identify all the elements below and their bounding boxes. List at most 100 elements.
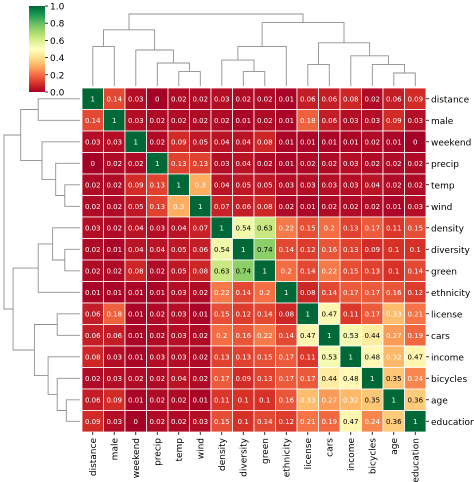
cell-value-label: 0.02	[171, 396, 187, 404]
cell-value-label: 0.16	[386, 289, 402, 297]
cell-value-label: 0.01	[192, 396, 208, 404]
cell-value-label: 0.32	[386, 353, 402, 361]
cell-value-label: 1	[306, 310, 310, 318]
cell-value-label: 0.04	[364, 181, 380, 189]
cell-value-label: 0.01	[106, 289, 122, 297]
colorbar: 0.0 0.2 0.4 0.6 0.8 1.0	[29, 3, 65, 99]
cell-value-label: 0.15	[214, 310, 230, 318]
dendrogram-link	[37, 243, 80, 293]
cell-value-label: 0.47	[321, 310, 337, 318]
dendrogram-link	[41, 141, 80, 180]
cell-value-label: 0.13	[257, 375, 273, 383]
cell-value-label: 0.03	[407, 117, 423, 125]
cell-value-label: 0.03	[343, 160, 359, 168]
cell-value-label: 0.14	[106, 95, 122, 103]
cell-value-label: 1	[112, 117, 116, 125]
cell-value-label: 0.2	[216, 332, 227, 340]
row-label: wind	[431, 203, 452, 213]
row-label: diversity	[431, 246, 470, 256]
column-label: temp	[175, 438, 185, 462]
cell-value-label: 0.02	[257, 117, 273, 125]
cell-value-label: 0.18	[106, 310, 122, 318]
cell-value-label: 0.05	[128, 203, 144, 211]
cell-value-label: 0.13	[343, 246, 359, 254]
cell-value-label: 0.04	[171, 375, 187, 383]
cell-value-label: 0.07	[192, 224, 208, 232]
cell-value-label: 0	[413, 138, 417, 146]
cell-value-label: 0.03	[300, 181, 316, 189]
dendrogram-link	[307, 63, 330, 86]
column-dendrogram	[92, 13, 416, 86]
column-label: density	[218, 437, 228, 471]
cell-value-label: 0.22	[278, 224, 294, 232]
cell-value-label: 0.02	[171, 95, 187, 103]
dendrogram-link	[52, 227, 80, 261]
cell-value-label: 0.17	[364, 289, 380, 297]
cell-value-label: 1	[241, 246, 245, 254]
cell-value-label: 0.06	[321, 117, 337, 125]
cell-value-label: 0.2	[259, 289, 270, 297]
dendrogram-link	[350, 55, 389, 86]
dendrogram-link	[371, 63, 405, 86]
cell-value-label: 0.09	[386, 117, 402, 125]
cell-value-label: 0.14	[235, 289, 251, 297]
cell-value-label: 0.06	[106, 332, 122, 340]
cell-value-label: 0.09	[85, 418, 101, 426]
cell-value-label: 0.33	[300, 396, 316, 404]
cell-value-label: 0.02	[106, 160, 122, 168]
cell-value-label: 0.02	[343, 203, 359, 211]
cell-value-label: 0.02	[364, 95, 380, 103]
cell-value-label: 0.14	[278, 332, 294, 340]
cell-value-label: 0.21	[300, 418, 316, 426]
cell-value-label: 0.02	[149, 332, 165, 340]
dendrogram-link	[393, 72, 416, 86]
cell-value-label: 0.03	[106, 375, 122, 383]
cell-value-label: 0.15	[407, 224, 423, 232]
cell-value-label: 0.02	[149, 138, 165, 146]
cell-value-label: 0.09	[364, 246, 380, 254]
cell-value-label: 0.02	[321, 160, 337, 168]
cell-value-label: 0.02	[364, 160, 380, 168]
cell-value-label: 0.12	[278, 418, 294, 426]
cell-value-label: 0.01	[128, 310, 144, 318]
column-label: education	[411, 438, 421, 482]
colorbar-tick-label: 1.0	[50, 3, 65, 13]
column-labels: distance male weekend precip temp wind density…	[89, 432, 421, 482]
row-label: bicycles	[431, 375, 467, 385]
colorbar-tick-label: 0.2	[50, 71, 64, 81]
cell-value-label: 0.01	[321, 138, 337, 146]
cell-value-label: 0.01	[85, 289, 101, 297]
cell-value-label: 0.36	[407, 396, 423, 404]
dendrogram-link	[3, 134, 21, 310]
row-label: male	[431, 117, 454, 127]
cell-value-label: 0.02	[85, 246, 101, 254]
cell-value-label: 0.02	[364, 138, 380, 146]
cell-value-label: 0.05	[192, 138, 208, 146]
row-label: density	[431, 224, 465, 234]
cell-value-label: 0.03	[321, 181, 337, 189]
cell-value-label: 0.01	[235, 117, 251, 125]
cell-value-label: 0.05	[171, 246, 187, 254]
cell-value-label: 1	[91, 95, 95, 103]
cell-value-label: 0.02	[257, 95, 273, 103]
cell-value-label: 0.13	[214, 353, 230, 361]
cell-value-label: 0.02	[257, 160, 273, 168]
cell-value-label: 0.01	[278, 138, 294, 146]
cell-value-label: 0.14	[300, 267, 316, 275]
cell-value-label: 0	[91, 160, 95, 168]
dendrogram-link	[65, 399, 80, 422]
row-label: precip	[431, 160, 459, 170]
cell-value-label: 0.02	[149, 117, 165, 125]
cell-value-label: 0.14	[257, 418, 273, 426]
cell-value-label: 0.06	[321, 95, 337, 103]
cell-value-label: 1	[263, 267, 267, 275]
cell-value-label: 0.06	[85, 310, 101, 318]
cell-value-label: 0.14	[85, 117, 101, 125]
cell-value-label: 0.1	[238, 396, 249, 404]
row-label: weekend	[431, 138, 471, 148]
cell-value-label: 1	[198, 203, 202, 211]
cell-value-label: 0.03	[192, 418, 208, 426]
dendrogram-link	[33, 324, 58, 377]
cell-value-label: 1	[177, 181, 181, 189]
